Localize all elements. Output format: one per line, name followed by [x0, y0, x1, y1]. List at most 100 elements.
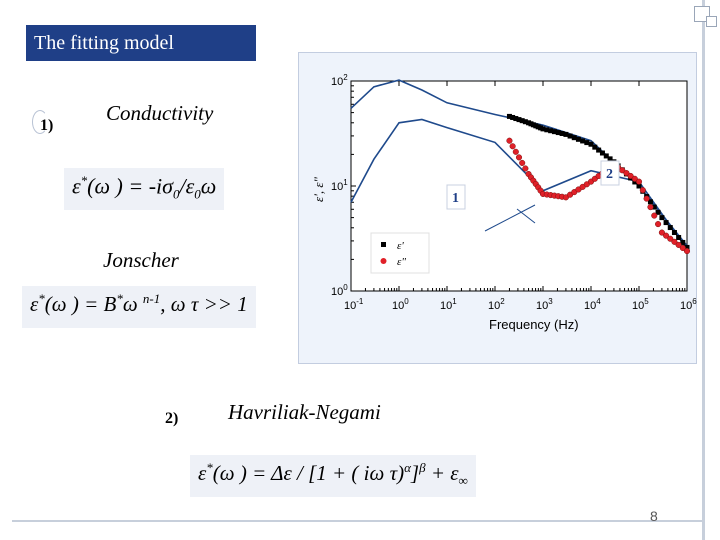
y-tick-label: 102 — [331, 73, 348, 88]
x-axis-label: Frequency (Hz) — [489, 317, 579, 332]
data-point-eps-imag — [683, 248, 691, 255]
eq3-infinity: ∞ — [458, 473, 468, 489]
eq1-body: (ω ) = -iσ — [87, 173, 173, 199]
havriliak-negami-label: Havriliak-Negami — [228, 400, 381, 424]
data-point-eps-imag — [639, 187, 646, 194]
data-point-eps-real — [659, 215, 665, 221]
annotation-label-2: 2 — [606, 167, 613, 182]
eq1-tail: ω — [200, 173, 217, 199]
annotation-box-1 — [446, 184, 466, 210]
eq2-exponent: n-1 — [142, 291, 161, 306]
x-tick-label: 100 — [392, 297, 409, 312]
x-tick-label: 10-1 — [344, 297, 364, 312]
data-point-eps-real — [540, 126, 546, 132]
data-point-eps-imag — [658, 229, 665, 236]
data-point-eps-real — [563, 131, 569, 137]
eq3-eps: ε — [198, 461, 207, 485]
data-point-eps-imag — [522, 165, 529, 172]
data-point-eps-real — [592, 144, 598, 150]
data-point-eps-real — [555, 130, 561, 136]
data-point-eps-real — [584, 140, 590, 146]
legend-marker-square — [381, 242, 386, 247]
x-tick-label: 106 — [680, 297, 697, 312]
data-point-eps-real — [647, 199, 653, 205]
jonscher-label: Jonscher — [103, 248, 179, 272]
data-point-eps-real — [603, 153, 609, 159]
data-point-eps-real — [676, 234, 682, 240]
havriliak-negami-equation: ε*(ω ) = Δε / [1 + ( iω τ)α]β + ε∞ — [190, 455, 476, 497]
data-point-eps-imag — [627, 172, 634, 180]
annotation-box-2 — [600, 160, 620, 186]
data-point-eps-real — [580, 138, 586, 144]
conductivity-equation: ε*(ω ) = -iσ0/ε0ω — [64, 168, 225, 210]
data-point-eps-imag — [667, 235, 674, 242]
dielectric-spectrum-chart: 10-1 100 101 102 103 104 105 106 100 101 102 Freque… — [298, 52, 697, 364]
conductivity-label: Conductivity — [106, 101, 214, 125]
data-point-eps-imag — [675, 241, 682, 248]
eq3-body: (ω ) = Δε / [1 + ( iω τ) — [212, 461, 405, 485]
x-tick-label: 102 — [488, 297, 505, 312]
data-point-eps-real — [510, 114, 516, 120]
y-tick-label: 100 — [331, 283, 348, 298]
data-point-eps-real — [596, 147, 602, 153]
eq2-star2: * — [116, 291, 123, 306]
page-number: 8 — [650, 508, 658, 524]
decorative-footer-rule — [12, 520, 702, 522]
data-point-eps-real — [559, 130, 565, 136]
legend-label: ε" — [397, 256, 406, 268]
x-tick-label: 103 — [536, 297, 553, 312]
legend-marker-circle — [380, 258, 387, 264]
chart-svg: 10-1 100 101 102 103 104 105 106100101102Freque… — [311, 73, 697, 332]
eq2-star1: * — [38, 291, 45, 306]
data-point-eps-imag — [663, 232, 670, 239]
eq3-alpha: α — [404, 460, 411, 475]
x-tick-label: 105 — [632, 297, 649, 312]
item-1-number: 1) — [40, 117, 54, 134]
decorative-vertical-rule — [702, 0, 705, 540]
data-point-eps-real — [671, 230, 677, 236]
data-point-eps-real — [544, 127, 550, 133]
annotation-pointer-line — [484, 204, 536, 232]
item-2-number: 2) — [165, 410, 179, 427]
data-point-eps-real — [684, 244, 690, 250]
y-axis-label: ε', ε" — [311, 176, 326, 202]
data-point-eps-real — [516, 117, 522, 123]
data-point-eps-imag — [635, 178, 643, 185]
data-point-eps-real — [506, 113, 512, 119]
data-point-eps-real — [575, 136, 581, 142]
x-tick-label: 104 — [584, 297, 601, 312]
data-point-eps-real — [667, 225, 673, 231]
eq2-omega: ω — [122, 292, 143, 316]
eq2-condition: , ω τ >> 1 — [160, 292, 248, 316]
data-point-eps-real — [571, 135, 577, 141]
x-tick-label: 101 — [440, 297, 457, 312]
data-point-eps-imag — [679, 244, 686, 252]
data-point-eps-real — [607, 156, 613, 162]
eq3-star: * — [206, 460, 213, 475]
eq1-star: * — [80, 173, 88, 188]
number-ring-decoration — [32, 110, 48, 134]
data-point-eps-real — [636, 183, 642, 189]
decorative-square-small — [706, 16, 717, 27]
eq1-sub-0a: 0 — [173, 186, 180, 202]
annotation-label-1: 1 — [452, 191, 459, 206]
data-point-eps-imag — [515, 154, 523, 161]
jonscher-equation: ε*(ω ) = B*ω n-1, ω τ >> 1 — [22, 286, 256, 328]
data-point-eps-real — [548, 128, 554, 134]
eq2-body: (ω ) = B — [44, 292, 117, 316]
data-point-eps-real — [651, 204, 657, 210]
legend-label: ε' — [397, 240, 404, 252]
data-point-eps-imag — [506, 137, 513, 144]
data-point-eps-real — [680, 239, 686, 245]
eq3-beta: β — [419, 460, 426, 475]
legend-box — [370, 232, 430, 274]
data-point-eps-real — [663, 220, 669, 226]
data-point-eps-real — [522, 119, 528, 125]
data-point-eps-real — [599, 150, 605, 156]
data-point-eps-imag — [509, 143, 516, 150]
data-point-eps-imag — [643, 195, 650, 202]
data-point-eps-imag — [651, 212, 658, 219]
annotation-pointer-line — [516, 208, 536, 224]
data-point-eps-imag — [671, 238, 678, 245]
data-point-eps-imag — [631, 175, 638, 182]
